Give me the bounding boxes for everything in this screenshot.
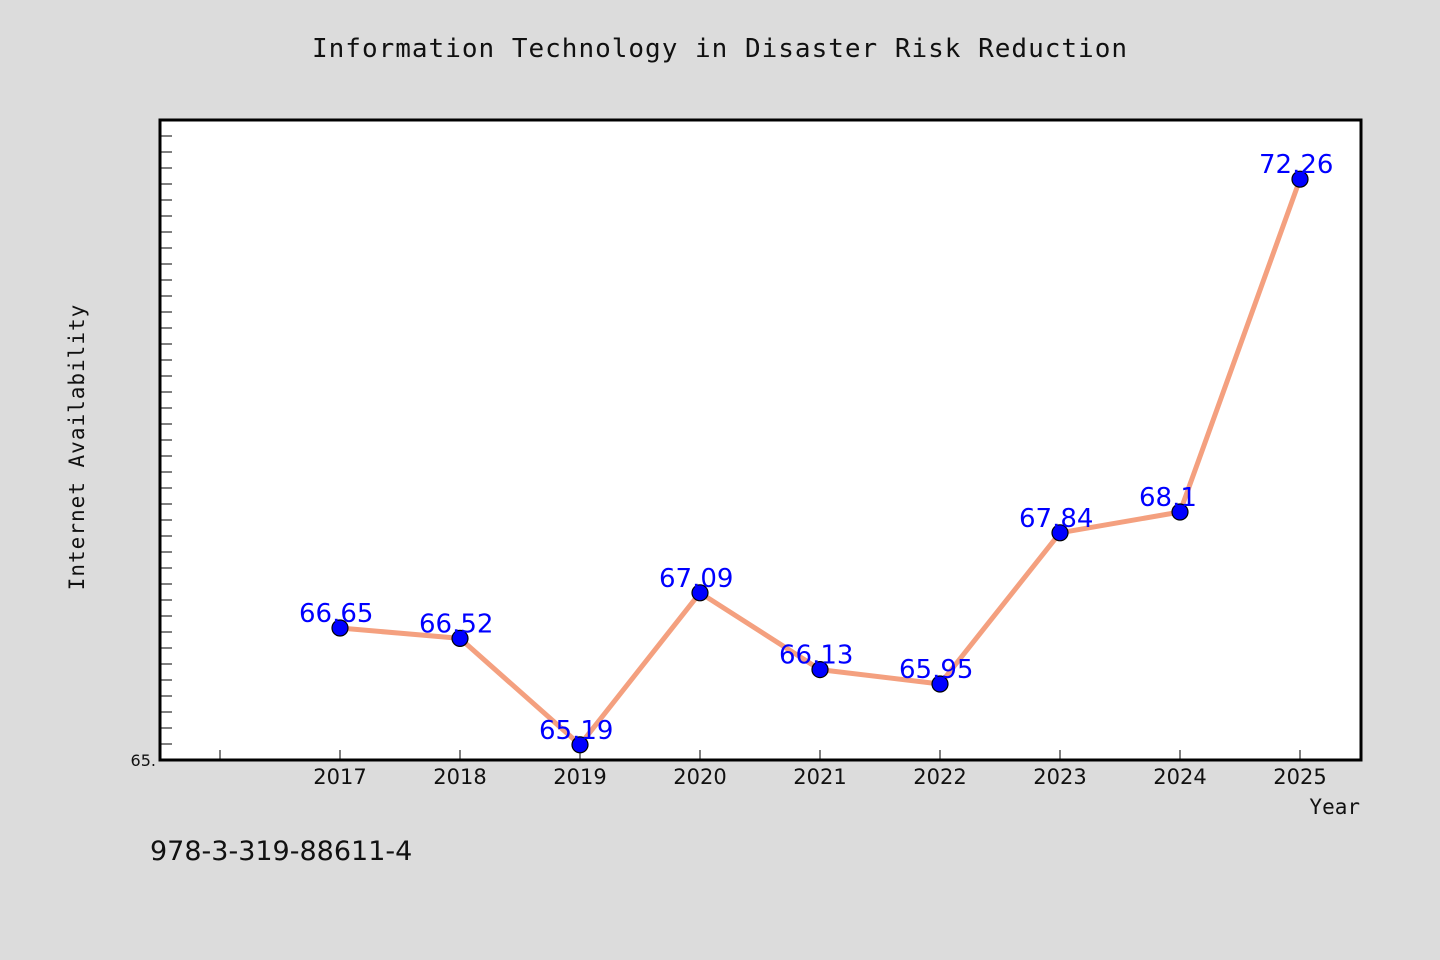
y-tick-label: 65. — [131, 751, 156, 770]
x-tick-label: 2019 — [553, 765, 606, 789]
data-point — [1291, 170, 1309, 188]
plot-area — [158, 118, 1363, 762]
x-tick-label: 2017 — [313, 765, 366, 789]
x-tick-label: 2018 — [433, 765, 486, 789]
data-point — [571, 736, 589, 754]
data-point — [451, 629, 469, 648]
chart-title: Information Technology in Disaster Risk … — [311, 34, 1128, 64]
data-point — [331, 619, 349, 637]
x-axis-ticks: 2017 2018 2019 2020 2021 2022 2023 2024 2025 — [219, 750, 1327, 789]
data-label: 65.95 — [899, 655, 973, 685]
isbn-text: 978-3-319-88611-4 — [150, 836, 413, 867]
x-tick-label: 2020 — [673, 765, 726, 789]
data-label: 72.26 — [1259, 150, 1333, 180]
data-label: 66.13 — [779, 641, 853, 671]
data-label: 67.09 — [659, 564, 733, 594]
x-tick-label: 2023 — [1033, 765, 1086, 789]
data-point — [931, 675, 949, 693]
data-label: 67.84 — [1019, 504, 1093, 534]
y-axis-ticks: 65. — [131, 135, 172, 770]
data-point — [1051, 524, 1069, 542]
data-label: 66.65 — [299, 599, 373, 629]
data-point — [691, 584, 709, 602]
data-label-group: 66.65 66.52 65.19 67.09 66.13 65.95 67.84 68.1 7… — [299, 150, 1333, 746]
data-point — [1171, 503, 1189, 521]
x-tick-label: 2022 — [913, 765, 966, 789]
data-label: 68.1 — [1139, 483, 1197, 513]
x-tick-label: 2024 — [1153, 765, 1206, 789]
x-tick-label: 2025 — [1273, 765, 1326, 789]
data-label: 66.52 — [419, 609, 493, 639]
marker-group — [331, 170, 1309, 754]
x-axis-label: Year — [1309, 795, 1360, 819]
x-tick-label: 2021 — [793, 765, 846, 789]
data-label: 65.19 — [539, 716, 613, 746]
data-point — [811, 660, 829, 679]
